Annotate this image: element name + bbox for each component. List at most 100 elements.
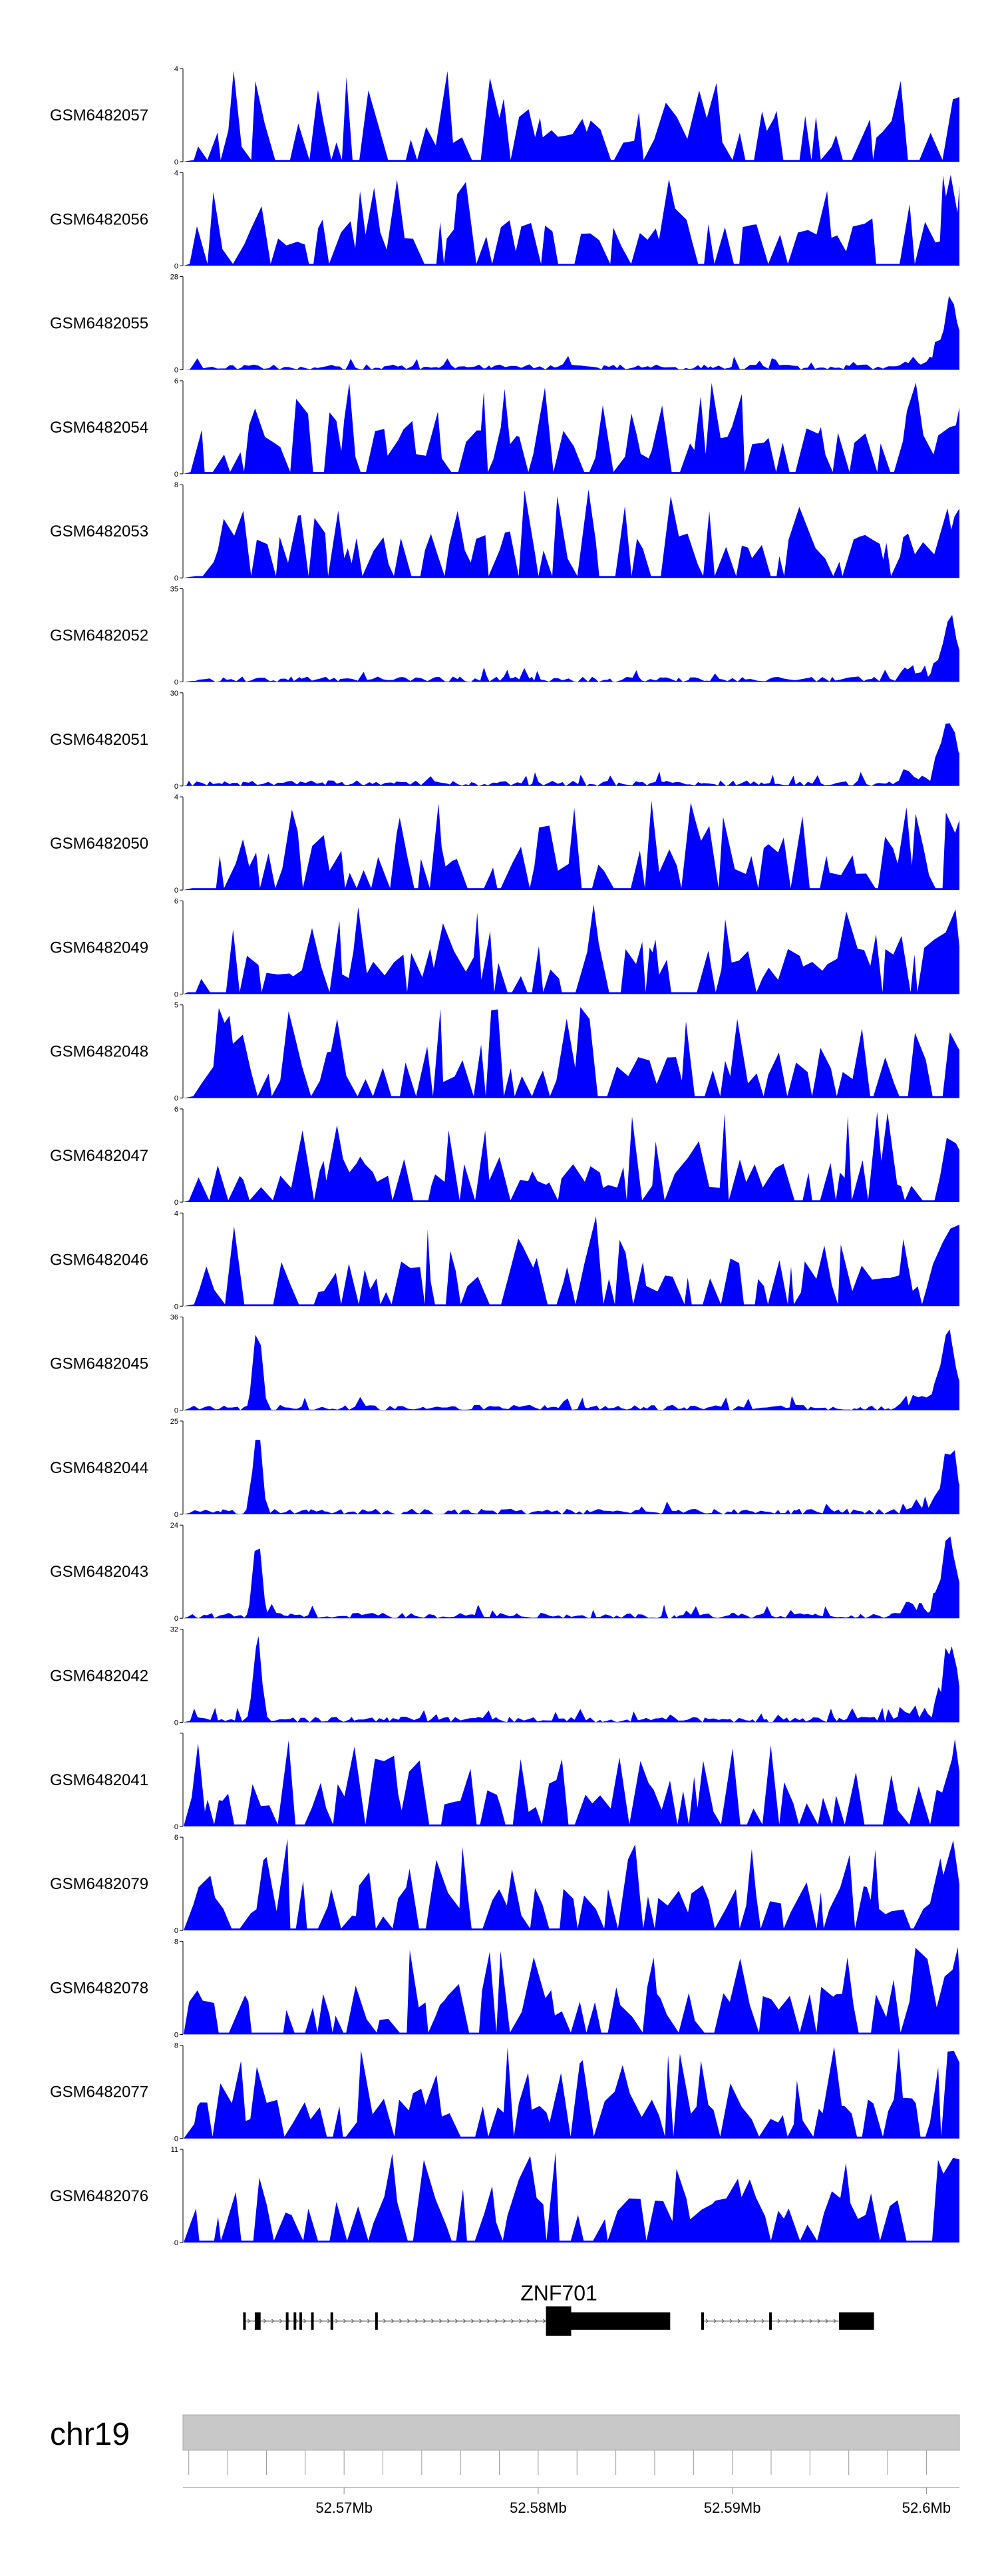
- gene-transcript: [701, 2312, 874, 2330]
- y-max-label: 25: [170, 1418, 178, 1426]
- track-GSM6482079: GSM6482079 6 0: [50, 1834, 959, 1935]
- signal-area: [184, 2046, 959, 2139]
- y-max-label: 8: [174, 1938, 178, 1946]
- strand-arrow: [817, 2318, 820, 2324]
- y-max-label: 11: [171, 2146, 178, 2154]
- track-GSM6482046: GSM6482046 4 0: [50, 1209, 959, 1311]
- strand-arrow: [335, 2318, 339, 2324]
- track-label: GSM6482048: [50, 1043, 148, 1061]
- track-label: GSM6482077: [50, 2083, 148, 2101]
- y-max-label: 30: [170, 690, 178, 698]
- y-min-label: 0: [174, 783, 178, 791]
- strand-arrow: [327, 2318, 331, 2324]
- signal-area: [184, 1112, 959, 1202]
- exon: [330, 2312, 333, 2330]
- y-max-label: 4: [174, 65, 178, 73]
- y-min-label: 0: [174, 1719, 178, 1727]
- y-min-label: 0: [174, 1303, 178, 1311]
- strand-arrow: [303, 2318, 307, 2324]
- strand-arrow: [705, 2318, 709, 2324]
- track-label: GSM6482046: [50, 1251, 148, 1269]
- strand-arrow: [495, 2318, 498, 2324]
- track-GSM6482052: GSM6482052 35 0: [50, 586, 959, 687]
- strand-arrow: [793, 2318, 796, 2324]
- y-max-label: 5: [174, 1002, 178, 1010]
- y-min-label: 0: [174, 1199, 178, 1207]
- y-max-label: 28: [170, 274, 178, 282]
- exon: [311, 2312, 314, 2330]
- strand-arrow: [777, 2318, 780, 2324]
- strand-arrow: [399, 2318, 403, 2324]
- exon: [254, 2312, 261, 2330]
- exon: [299, 2312, 303, 2330]
- strand-arrow: [713, 2318, 717, 2324]
- strand-arrow: [745, 2318, 748, 2324]
- y-min-label: 0: [174, 2031, 178, 2039]
- strand-arrow: [503, 2318, 506, 2324]
- strand-arrow: [263, 2318, 267, 2324]
- y-min-label: 0: [174, 471, 178, 479]
- track-label: GSM6482076: [50, 2187, 148, 2205]
- track-label: GSM6482057: [50, 107, 148, 124]
- y-min-label: 0: [174, 1407, 178, 1415]
- track-GSM6482078: GSM6482078 8 0: [50, 1938, 959, 2039]
- y-min-label: 0: [174, 887, 178, 895]
- signal-area: [184, 1635, 959, 1723]
- strand-arrow: [407, 2318, 411, 2324]
- strand-arrow: [535, 2318, 538, 2324]
- signal-tracks: GSM648205740GSM648205640GSM6482055280GSM…: [50, 65, 959, 2247]
- strand-arrow: [737, 2318, 741, 2324]
- y-min-label: 0: [174, 1511, 178, 1519]
- strand-arrow: [455, 2318, 458, 2324]
- y-min-label: 0: [174, 367, 178, 375]
- signal-area: [184, 801, 959, 891]
- track-GSM6482042: GSM6482042 32 0: [50, 1626, 959, 1727]
- strand-arrow: [359, 2318, 363, 2324]
- track-label: GSM6482044: [50, 1459, 148, 1477]
- signal-area: [184, 904, 959, 994]
- y-min-label: 0: [174, 262, 178, 270]
- track-label: GSM6482047: [50, 1147, 148, 1165]
- y-max-label: 6: [174, 1106, 178, 1114]
- signal-area: [184, 1536, 959, 1619]
- y-min-label: 0: [174, 2239, 178, 2247]
- track-GSM6482076: GSM6482076 11 0: [50, 2146, 959, 2247]
- strand-arrow: [248, 2318, 251, 2324]
- y-max-label: 6: [174, 377, 178, 385]
- exon: [243, 2312, 246, 2330]
- y-max-label: 8: [174, 481, 178, 489]
- signal-area: [184, 2152, 959, 2243]
- strand-arrow: [753, 2318, 756, 2324]
- exon: [769, 2312, 772, 2330]
- strand-arrow: [279, 2318, 283, 2324]
- track-label: GSM6482042: [50, 1667, 148, 1685]
- strand-arrow: [487, 2318, 490, 2324]
- strand-arrow: [519, 2318, 522, 2324]
- gene-track: ZNF701: [243, 2281, 874, 2336]
- track-label: GSM6482041: [50, 1771, 148, 1789]
- track-label: GSM6482052: [50, 627, 148, 645]
- strand-arrow: [809, 2318, 812, 2324]
- signal-area: [184, 1838, 959, 1931]
- track-GSM6482048: GSM6482048 5 0: [50, 1002, 959, 1103]
- signal-area: [184, 296, 959, 370]
- y-max-label: 4: [174, 169, 178, 177]
- strand-arrow: [729, 2318, 733, 2324]
- chromosome-band: [182, 2414, 960, 2451]
- signal-area: [184, 383, 959, 474]
- strand-arrow: [423, 2318, 426, 2324]
- strand-arrow: [271, 2318, 275, 2324]
- strand-arrow: [471, 2318, 474, 2324]
- gene-label: ZNF701: [520, 2281, 597, 2305]
- strand-arrow: [319, 2318, 323, 2324]
- signal-area: [184, 1947, 959, 2035]
- strand-arrow: [447, 2318, 450, 2324]
- y-max-label: 36: [170, 1314, 178, 1322]
- track-GSM6482077: GSM6482077 8 0: [50, 2042, 959, 2143]
- x-tick-label: 52.59Mb: [704, 2499, 761, 2516]
- track-GSM6482055: GSM6482055 28 0: [50, 274, 959, 375]
- track-label: GSM6482045: [50, 1355, 148, 1373]
- signal-area: [184, 1007, 959, 1098]
- track-GSM6482045: GSM6482045 36 0: [50, 1314, 959, 1415]
- track-label: GSM6482043: [50, 1563, 148, 1581]
